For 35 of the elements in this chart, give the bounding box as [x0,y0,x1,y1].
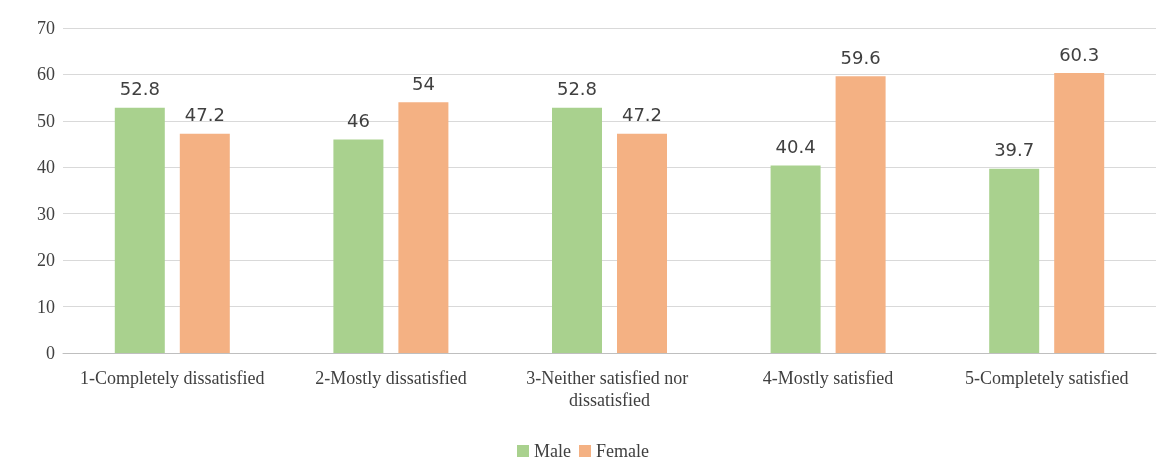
x-tick-label: 1-Completely dissatisfied [80,368,265,388]
data-label: 52.8 [119,78,160,100]
data-label: 47.2 [621,104,663,126]
data-label: 39.7 [994,139,1035,161]
bar [1054,73,1105,353]
y-tick-label: 70 [37,18,55,38]
y-tick-label: 0 [46,343,55,363]
bar [398,102,449,353]
bar [333,139,384,353]
bar [770,165,821,353]
y-tick-label: 40 [37,157,55,178]
y-tick-label: 60 [37,64,55,85]
bar [989,168,1040,353]
data-label: 46 [346,109,370,131]
bar [179,133,230,353]
y-tick-label: 10 [37,296,55,317]
legend-label: Female [596,441,649,461]
bar [617,133,667,353]
y-tick-label: 30 [37,203,55,224]
legend-label: Male [534,441,572,461]
x-tick-label: 4-Mostly satisfied [762,368,894,388]
bar [552,107,602,353]
data-label: 52.8 [556,78,598,100]
data-label: 59.6 [840,46,881,68]
bar [114,107,165,353]
x-tick-label: 3-Neither satisfied nor dissatisfied [526,368,693,410]
x-tick-label: 2-Mostly dissatisfied [315,368,467,388]
data-label: 40.4 [775,135,816,157]
data-label: 47.2 [184,104,225,126]
y-tick-label: 20 [37,250,55,271]
data-label: 60.3 [1059,43,1100,65]
data-label: 54 [411,72,435,94]
x-tick-label: 5-Completely satisfied [964,368,1129,388]
y-tick-label: 50 [37,110,55,131]
bar [835,76,886,353]
